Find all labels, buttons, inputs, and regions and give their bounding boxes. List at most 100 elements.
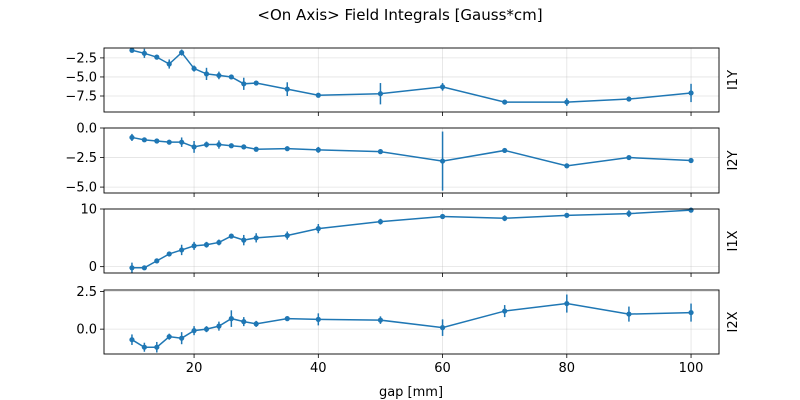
subplot-i1x: 10 0 I1X <box>80 203 741 277</box>
data-point <box>141 265 147 271</box>
data-point <box>216 239 222 246</box>
data-point <box>626 96 632 102</box>
y-tick-label: 2.5 <box>76 285 97 300</box>
data-point <box>179 49 185 56</box>
data-point <box>179 139 185 145</box>
data-point <box>502 215 508 221</box>
data-point <box>253 146 259 152</box>
data-point <box>191 243 197 249</box>
x-tick-label: 20 <box>186 361 203 376</box>
data-point <box>564 212 570 218</box>
series-line-i2x <box>131 302 692 348</box>
subplot-label: I2Y <box>726 150 741 170</box>
series-line-i1x <box>131 209 692 269</box>
y-tick-label: −5.0 <box>65 70 97 85</box>
data-point <box>626 211 632 217</box>
data-point <box>179 335 185 341</box>
chart-title: <On Axis> Field Integrals [Gauss*cm] <box>257 6 542 24</box>
subplot-label: I2X <box>726 311 741 332</box>
data-point <box>216 323 222 329</box>
data-point <box>626 311 632 317</box>
data-point <box>154 138 160 144</box>
data-point <box>241 144 247 150</box>
data-point <box>129 337 135 343</box>
data-point <box>688 207 694 213</box>
subplot-i1y: −2.5 −5.0 −7.5 I1Y <box>65 47 741 116</box>
data-point <box>228 316 234 322</box>
data-point <box>688 90 694 96</box>
data-point <box>241 319 247 325</box>
data-point <box>284 86 290 92</box>
data-point <box>228 233 234 239</box>
subplots: −2.5−5.0−7.5I1Y0.0−2.5−5.0I2Y100I1X2.50.… <box>65 47 741 376</box>
data-point <box>129 134 135 141</box>
data-point <box>626 154 632 161</box>
data-point <box>191 328 197 334</box>
data-point <box>203 326 210 332</box>
data-point <box>439 158 446 164</box>
data-point <box>216 72 222 79</box>
data-point <box>154 54 160 60</box>
data-point <box>203 71 210 77</box>
data-point <box>688 157 694 164</box>
data-point <box>129 265 135 271</box>
data-point <box>377 317 384 323</box>
data-point <box>377 219 384 225</box>
x-axis-label: gap [mm] <box>379 385 443 400</box>
data-point <box>439 325 446 331</box>
data-point <box>154 344 160 350</box>
y-tick-label: −5.0 <box>65 181 97 196</box>
data-point <box>253 321 259 327</box>
y-tick-label: 0.0 <box>76 122 97 137</box>
y-tick-label: 0.0 <box>76 323 97 338</box>
axes-frame <box>103 127 720 194</box>
data-point <box>129 47 135 53</box>
data-point <box>179 247 185 253</box>
data-point <box>228 74 234 80</box>
data-point <box>688 309 694 316</box>
data-point <box>315 147 321 153</box>
subplot-i2x: 2.5 0.0 20 40 60 80 100 I2X <box>76 285 741 376</box>
x-tick-label: 60 <box>434 361 451 376</box>
data-point <box>203 242 210 248</box>
data-point <box>502 99 508 105</box>
data-point <box>284 232 290 239</box>
y-tick-label: −2.5 <box>65 151 97 166</box>
data-point <box>315 226 321 232</box>
data-point <box>284 316 290 322</box>
data-point <box>191 65 197 72</box>
data-point <box>241 237 247 243</box>
data-point <box>284 146 290 152</box>
subplot-i2y: 0.0 −2.5 −5.0 I2Y <box>65 122 741 197</box>
data-point <box>253 235 259 241</box>
data-point <box>315 92 321 98</box>
data-point <box>166 251 172 257</box>
subplot-label: I1Y <box>726 70 741 90</box>
x-tick-label: 40 <box>310 361 327 376</box>
x-tick-label: 100 <box>679 361 704 376</box>
data-point <box>377 149 384 155</box>
data-point <box>141 137 147 143</box>
data-point <box>564 300 570 307</box>
data-point <box>166 61 172 67</box>
x-tick-label: 80 <box>559 361 576 376</box>
y-tick-label: 10 <box>80 203 97 218</box>
data-point <box>141 344 147 350</box>
y-tick-label: −7.5 <box>65 90 97 105</box>
subplot-label: I1X <box>726 230 741 251</box>
y-tick-label: 0 <box>89 260 97 275</box>
data-point <box>564 99 570 105</box>
data-point <box>228 143 234 149</box>
data-point <box>141 50 147 56</box>
data-point <box>377 91 384 97</box>
data-point <box>253 80 259 86</box>
y-tick-label: −2.5 <box>65 51 97 66</box>
axes-frame <box>103 289 720 355</box>
data-point <box>191 144 197 150</box>
data-point <box>439 213 446 220</box>
data-point <box>502 308 508 314</box>
data-point <box>439 84 446 90</box>
axes-frame <box>103 208 720 274</box>
data-point <box>502 147 508 154</box>
